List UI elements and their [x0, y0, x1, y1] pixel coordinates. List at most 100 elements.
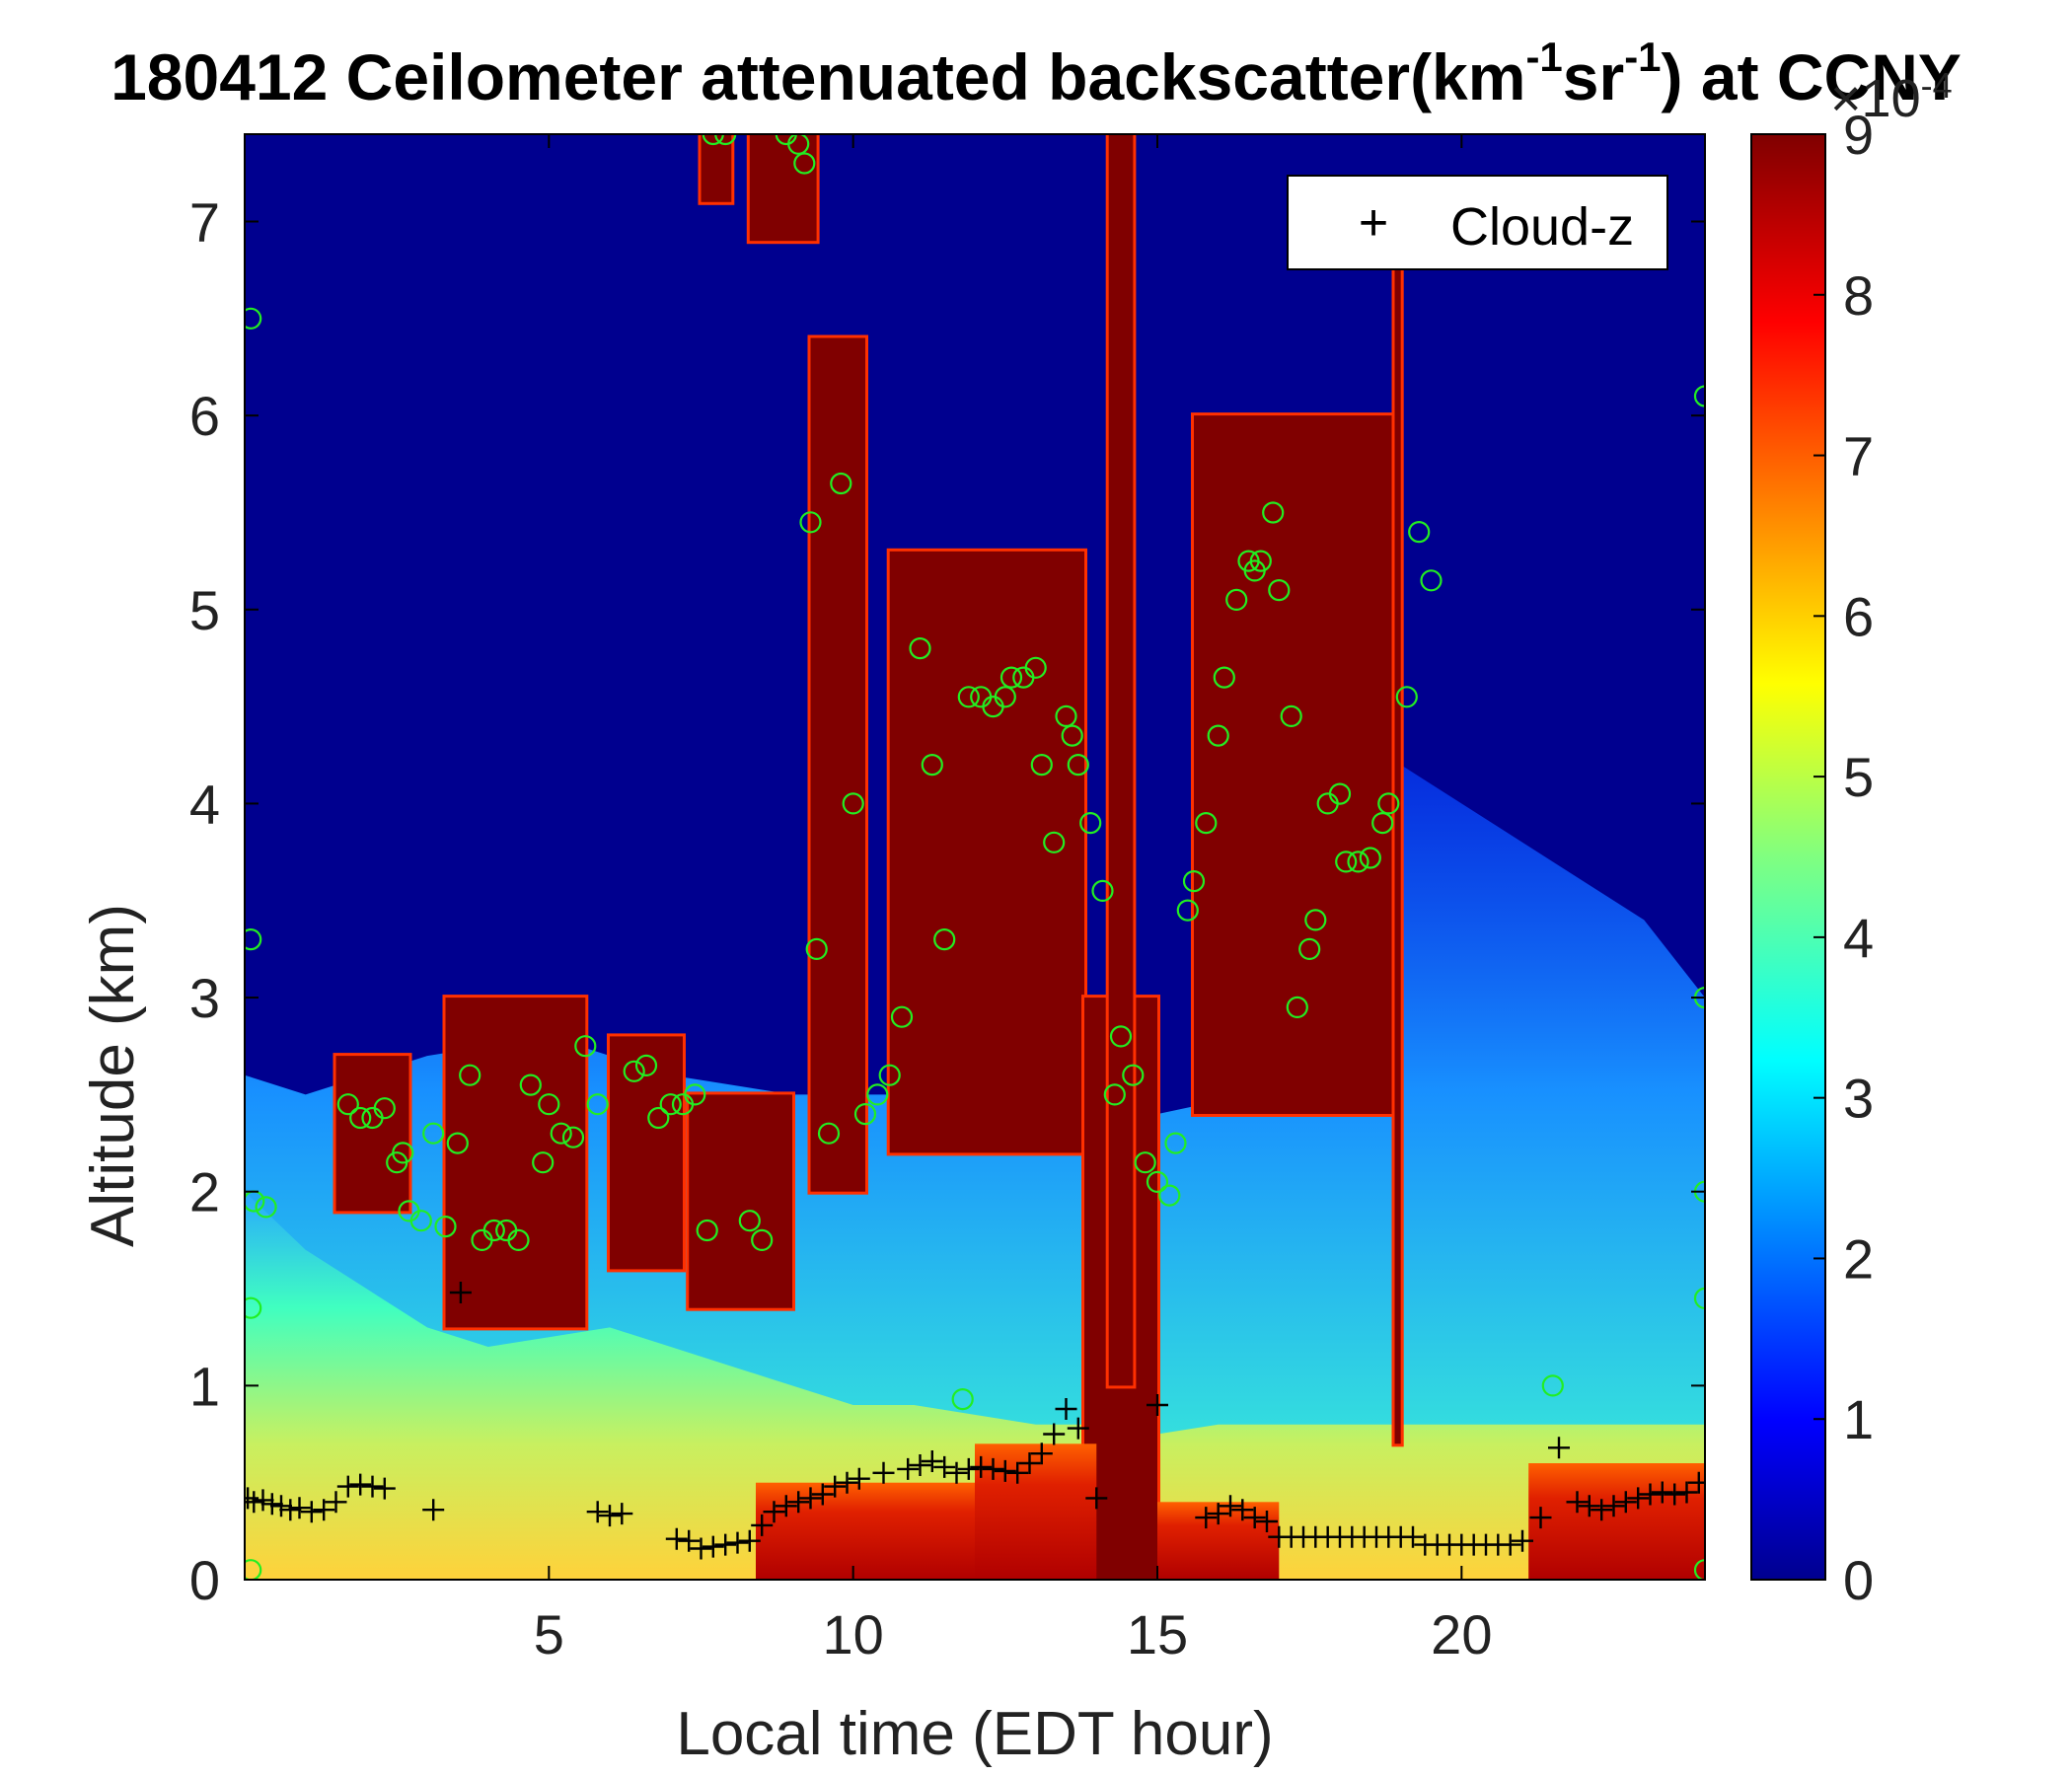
cloud-z-marker	[1018, 1452, 1041, 1474]
cloud-z-marker	[909, 1454, 931, 1476]
cloud-z-marker	[1675, 1481, 1698, 1504]
cloud-base-circle	[878, 1064, 901, 1086]
cloud-column	[335, 1056, 409, 1212]
cloud-z-marker	[336, 1475, 359, 1498]
cloud-base-circle	[799, 511, 822, 534]
cloud-z-marker	[1067, 1417, 1089, 1440]
cloud-z-marker	[1529, 1507, 1552, 1529]
colorbar-multiplier: ×10-4	[1830, 65, 1953, 128]
cloud-base-circle	[659, 1093, 682, 1116]
cloud-base-circle	[532, 1151, 555, 1174]
cloud-base-circle	[787, 134, 810, 155]
cloud-base-circle	[434, 1215, 457, 1238]
surface-high-backscatter	[756, 1443, 1705, 1580]
colorbar-tick-label: 4	[1843, 907, 1874, 969]
x-axis-label: Local time (EDT hour)	[676, 1700, 1274, 1768]
cloud-z-marker	[422, 1499, 445, 1521]
y-axis-label: Altitude (km)	[79, 904, 147, 1247]
cloud-base-circle	[574, 1035, 597, 1058]
cloud-base-circle	[1262, 501, 1285, 524]
cloud-z-marker	[1231, 1499, 1254, 1521]
cloud-column	[445, 998, 586, 1328]
cloud-base-circle	[409, 1210, 432, 1232]
cloud-base-circle	[1395, 686, 1418, 708]
cloud-z-marker	[1055, 1398, 1077, 1420]
cloud-base-circle	[1377, 792, 1400, 815]
cloud-base-circle	[1280, 704, 1302, 728]
legend-marker: +	[1359, 194, 1388, 252]
cloud-base-circle	[1408, 520, 1431, 544]
cloud-z-points	[245, 1282, 1705, 1560]
cloud-base-circle	[933, 927, 956, 951]
cloud-base-circle	[1055, 704, 1077, 728]
cloud-base-circle	[336, 1093, 359, 1116]
cloud-base-circle	[751, 1228, 774, 1252]
cloud-z-marker	[836, 1471, 858, 1494]
cloud-column	[701, 134, 732, 202]
cloud-base-circle	[1420, 569, 1443, 592]
cloud-z-marker	[1548, 1437, 1570, 1459]
colorbar-tick-label: 8	[1843, 264, 1874, 327]
cloud-base-circle	[1061, 724, 1083, 747]
cloud-base-circle	[1347, 851, 1369, 873]
cloud-z-marker	[1006, 1461, 1029, 1484]
cloud-z-marker	[1499, 1533, 1521, 1556]
cloud-base-circle	[1195, 811, 1218, 835]
cloud-z-marker	[1687, 1471, 1705, 1494]
cloud-base-circle	[1043, 831, 1066, 853]
cloud-z-marker	[586, 1501, 609, 1523]
y-tick-label: 6	[189, 385, 220, 447]
cloud-base-circle	[890, 1005, 914, 1028]
cloud-base-circle	[647, 1106, 670, 1130]
cloud-z-marker	[1664, 1483, 1686, 1506]
cloud-column	[810, 337, 865, 1192]
cloud-base-circle	[1134, 1151, 1156, 1174]
cloud-base-circle	[1213, 666, 1235, 689]
y-tick-label: 2	[189, 1161, 220, 1223]
cloud-base-circle	[507, 1228, 530, 1252]
cloud-z-marker	[751, 1514, 774, 1536]
y-tick-label: 7	[189, 190, 220, 253]
cloud-z-marker	[678, 1529, 701, 1552]
plot-area	[245, 134, 1705, 1580]
x-tick-label: 20	[1431, 1603, 1492, 1665]
cloud-base-circle	[1268, 578, 1291, 602]
cloud-z-marker	[702, 1535, 724, 1558]
cloud-base-circle	[1286, 996, 1308, 1019]
boundary-layer-area	[245, 1191, 1705, 1580]
cloud-base-circle	[775, 134, 797, 146]
cloud-base-circle	[1298, 937, 1321, 961]
cloud-base-circle	[866, 1083, 889, 1106]
cloud-z-marker	[897, 1457, 920, 1480]
colorbar-tick-label: 7	[1843, 425, 1874, 487]
cloud-z-marker	[970, 1455, 993, 1478]
cloud-base-circle	[482, 1219, 505, 1242]
cloud-base-circle	[392, 1142, 414, 1164]
cloud-z-marker	[957, 1457, 980, 1480]
cloud-z-marker	[1402, 1525, 1424, 1548]
cloud-z-marker	[1602, 1495, 1625, 1517]
cloud-z-marker	[1207, 1503, 1229, 1525]
y-tick-label: 5	[189, 579, 220, 641]
cloud-z-marker	[611, 1503, 633, 1525]
cloud-base-circle	[245, 1559, 262, 1580]
cloud-base-circle	[1541, 1374, 1564, 1397]
cloud-base-circle	[634, 1054, 658, 1077]
legend: + Cloud-z	[1287, 175, 1668, 270]
cloud-z-marker	[1195, 1507, 1218, 1529]
cloud-column	[610, 1036, 683, 1270]
cloud-column	[689, 1094, 792, 1308]
plot-frame	[244, 133, 1706, 1581]
cloud-z-marker	[921, 1450, 943, 1472]
chart-title: 180412 Ceilometer attenuated backscatter…	[111, 34, 1961, 113]
colorbar-tick-label: 5	[1843, 746, 1874, 808]
y-axis: 0 1 2 3 4 5 6 7	[189, 190, 1705, 1611]
cloud-base-circle	[1693, 385, 1705, 407]
cloud-z-marker	[787, 1491, 810, 1514]
cloud-column	[1394, 259, 1401, 1444]
cloud-z-marker	[714, 1533, 737, 1556]
cloud-base-circle	[586, 1093, 609, 1116]
colorbar-tick-label: 9	[1843, 104, 1874, 166]
cloud-z-marker	[982, 1457, 1004, 1480]
